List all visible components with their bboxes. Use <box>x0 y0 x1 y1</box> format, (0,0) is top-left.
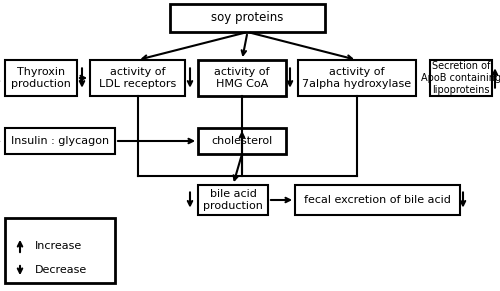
FancyBboxPatch shape <box>90 60 185 96</box>
FancyBboxPatch shape <box>430 60 492 96</box>
FancyBboxPatch shape <box>295 185 460 215</box>
Text: cholesterol: cholesterol <box>212 136 272 146</box>
Text: activity of
7alpha hydroxylase: activity of 7alpha hydroxylase <box>302 67 412 89</box>
FancyBboxPatch shape <box>298 60 416 96</box>
FancyBboxPatch shape <box>198 185 268 215</box>
Text: soy proteins: soy proteins <box>212 12 284 24</box>
FancyBboxPatch shape <box>5 218 115 283</box>
Text: Secretion of
ApoB containing
lipoproteins: Secretion of ApoB containing lipoprotein… <box>421 61 500 95</box>
Text: Decrease: Decrease <box>35 265 88 275</box>
FancyBboxPatch shape <box>170 4 325 32</box>
Text: activity of
HMG CoA: activity of HMG CoA <box>214 67 270 89</box>
FancyBboxPatch shape <box>198 60 286 96</box>
Text: Insulin : glycagon: Insulin : glycagon <box>11 136 109 146</box>
FancyBboxPatch shape <box>5 60 77 96</box>
Text: activity of
LDL receptors: activity of LDL receptors <box>99 67 176 89</box>
Text: bile acid
production: bile acid production <box>203 189 263 211</box>
Text: Increase: Increase <box>35 241 82 251</box>
Text: Thyroxin
production: Thyroxin production <box>11 67 71 89</box>
FancyBboxPatch shape <box>198 128 286 154</box>
Text: fecal excretion of bile acid: fecal excretion of bile acid <box>304 195 451 205</box>
FancyBboxPatch shape <box>5 128 115 154</box>
